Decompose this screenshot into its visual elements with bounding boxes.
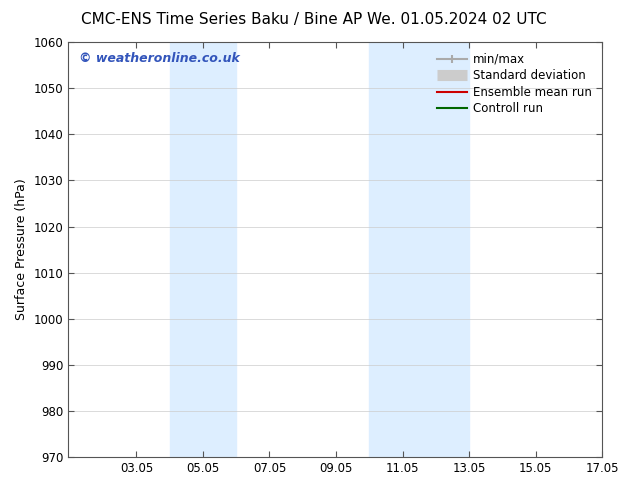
- Bar: [370, 42, 469, 457]
- Legend: min/max, Standard deviation, Ensemble mean run, Controll run: min/max, Standard deviation, Ensemble me…: [432, 48, 597, 120]
- Text: © weatheronline.co.uk: © weatheronline.co.uk: [79, 52, 240, 66]
- Bar: [170, 42, 236, 457]
- Y-axis label: Surface Pressure (hPa): Surface Pressure (hPa): [15, 179, 28, 320]
- Text: CMC-ENS Time Series Baku / Bine AP: CMC-ENS Time Series Baku / Bine AP: [81, 12, 363, 27]
- Text: We. 01.05.2024 02 UTC: We. 01.05.2024 02 UTC: [366, 12, 547, 27]
